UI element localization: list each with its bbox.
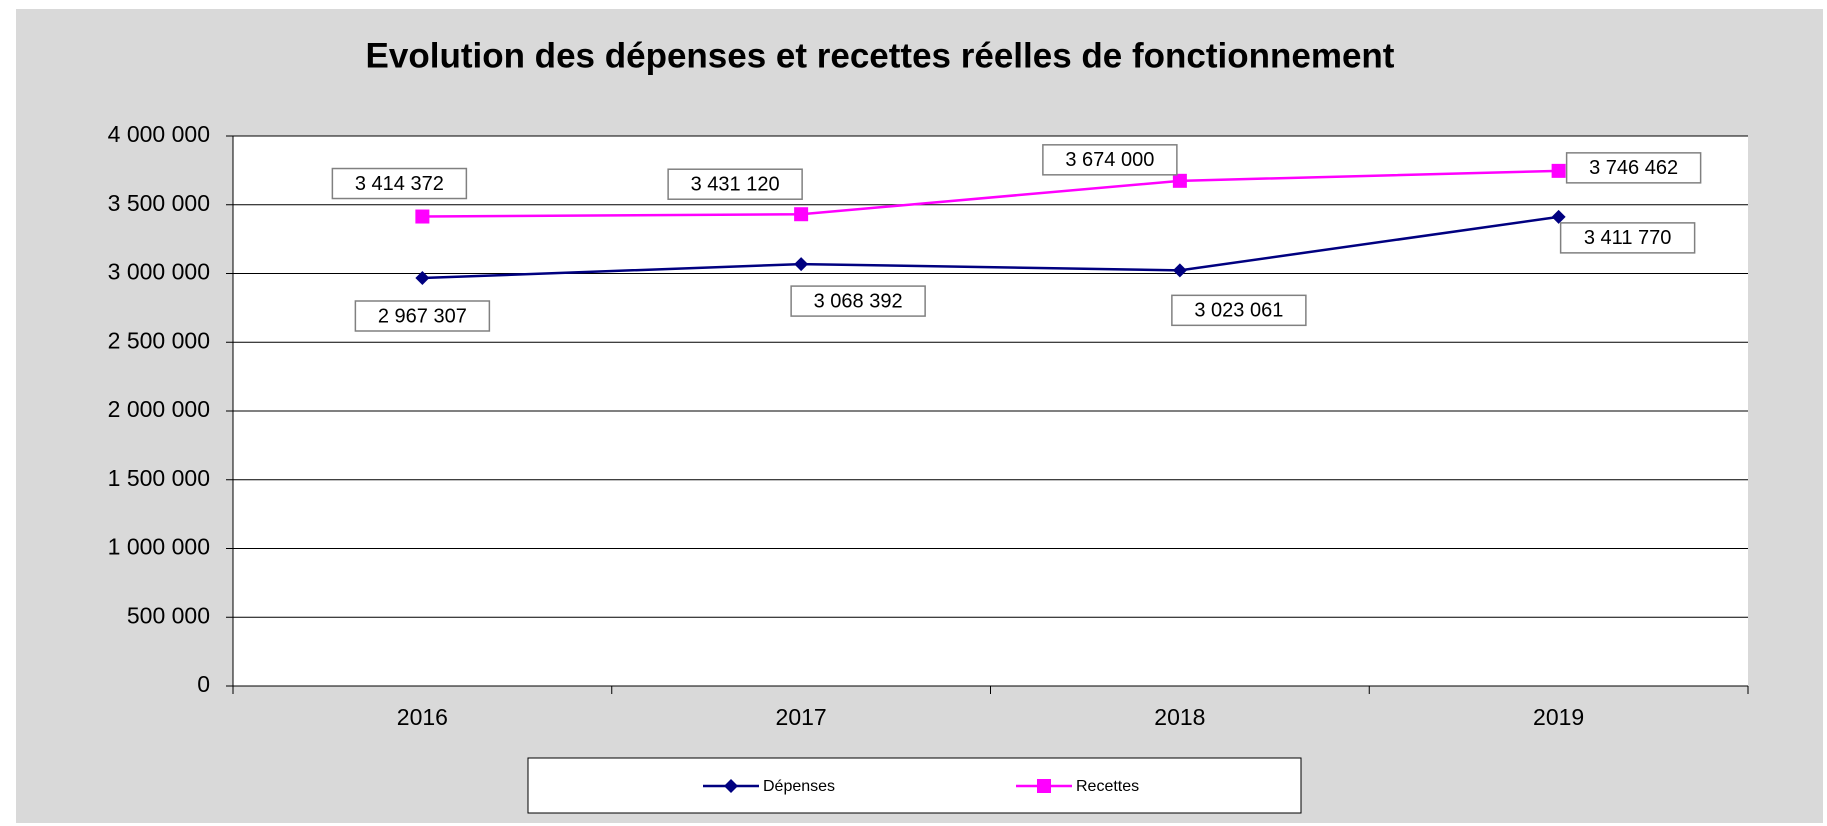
data-label-box — [1565, 152, 1702, 184]
y-tick-label: 3 500 000 — [108, 190, 210, 216]
y-tick-label: 0 — [197, 671, 210, 697]
data-label: 3 674 000 — [1065, 149, 1154, 171]
data-label-box — [1171, 294, 1307, 327]
legend-label: Recettes — [1076, 778, 1139, 795]
series-line — [422, 215, 1559, 280]
data-label: 3 414 372 — [355, 173, 444, 195]
data-point — [1172, 263, 1187, 278]
y-tick-label: 1 500 000 — [108, 465, 210, 491]
legend-marker — [724, 779, 738, 793]
data-label: 3 411 770 — [1584, 227, 1672, 249]
data-label-box — [354, 300, 491, 332]
data-label: 3 431 120 — [691, 174, 780, 196]
y-tick-label: 3 000 000 — [108, 259, 210, 285]
chart-title: Evolution des dépenses et recettes réell… — [366, 36, 1395, 75]
data-label-box — [1559, 222, 1696, 254]
data-point — [794, 257, 809, 272]
x-tick-label: 2019 — [1533, 704, 1584, 730]
y-tick-label: 1 000 000 — [108, 534, 210, 560]
y-tick-label: 2 000 000 — [108, 396, 210, 422]
x-tick-label: 2017 — [776, 704, 827, 730]
data-point — [415, 209, 430, 224]
data-point — [1551, 163, 1566, 178]
x-tick-label: 2016 — [397, 704, 448, 730]
data-label: 3 746 462 — [1589, 157, 1678, 179]
data-label: 2 967 307 — [378, 305, 467, 327]
data-label: 3 023 061 — [1194, 300, 1283, 322]
data-label: 3 068 392 — [814, 290, 903, 312]
y-tick-label: 500 000 — [127, 602, 210, 628]
data-label-box — [667, 168, 803, 200]
data-point — [1551, 209, 1566, 224]
x-tick-label: 2018 — [1154, 704, 1205, 730]
y-tick-label: 4 000 000 — [108, 121, 210, 147]
data-label-box — [331, 167, 468, 200]
data-point — [1172, 173, 1187, 188]
legend — [527, 757, 1302, 814]
legend-label: Dépenses — [763, 778, 835, 795]
legend-marker — [1037, 779, 1051, 793]
series-line — [422, 169, 1559, 218]
data-point — [415, 270, 430, 285]
y-tick-label: 2 500 000 — [108, 327, 210, 353]
data-point — [794, 207, 809, 222]
data-label-box — [790, 285, 926, 317]
data-label-box — [1042, 144, 1178, 176]
